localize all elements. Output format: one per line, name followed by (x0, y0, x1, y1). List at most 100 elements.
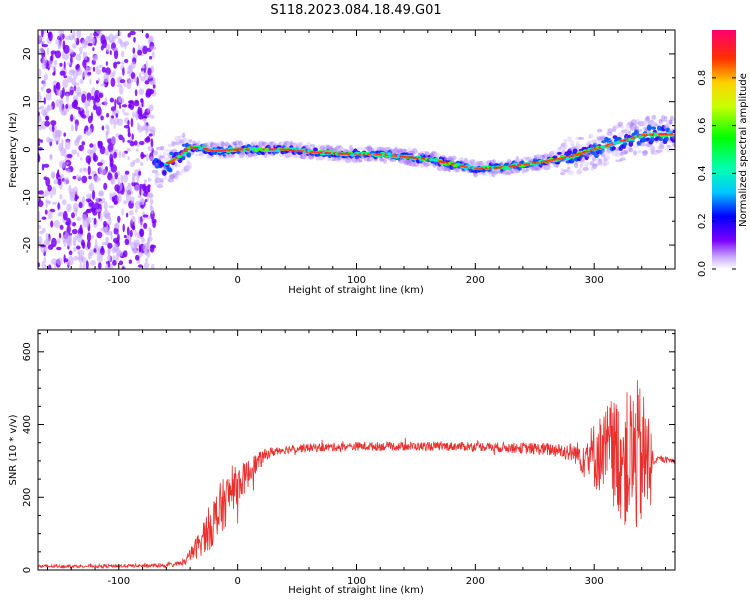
halo-blob (503, 169, 510, 173)
halo-blob (320, 145, 326, 151)
noise-blob (127, 156, 130, 161)
halo-blob (515, 170, 520, 174)
noise-blob (100, 34, 106, 45)
halo-blob (402, 158, 407, 164)
halo-blob (251, 141, 257, 145)
halo-blob (454, 166, 459, 173)
band-blob (569, 157, 575, 164)
noise-blob (140, 220, 143, 228)
noise-blob (38, 190, 44, 195)
halo-blob (396, 149, 403, 154)
x-tick-label: 200 (466, 275, 485, 286)
noise-blob (152, 220, 156, 228)
halo-blob (619, 125, 625, 129)
noise-blob (72, 43, 77, 49)
noise-blob (48, 31, 53, 42)
snr-x-axis-label: Height of straight line (km) (288, 585, 424, 596)
halo-blob (580, 157, 585, 162)
halo-blob (603, 160, 610, 166)
halo-blob (611, 150, 619, 157)
halo-blob (592, 164, 598, 170)
halo-blob (645, 115, 651, 121)
noise-blob (79, 46, 83, 53)
noise-blob (138, 88, 144, 96)
noise-blob (98, 64, 104, 68)
noise-blob (105, 212, 110, 219)
noise-blob (128, 259, 133, 264)
halo-blob (521, 169, 525, 175)
noise-blob (81, 175, 88, 184)
noise-blob (138, 244, 142, 253)
noise-blob (62, 79, 69, 88)
noise-blob (51, 201, 57, 205)
noise-blob (73, 139, 80, 146)
snr-y-ticks: 0 200 400 600 (22, 333, 675, 573)
halo-blob (613, 126, 617, 130)
noise-blob (65, 104, 69, 109)
noise-blob (135, 200, 141, 210)
halo-blob (162, 151, 167, 158)
noise-blob (78, 249, 85, 256)
x-tick-label: 200 (466, 576, 485, 587)
noise-blob (138, 113, 144, 120)
noise-blob (74, 197, 78, 202)
halo-blob (157, 180, 164, 184)
noise-blob (148, 133, 153, 137)
noise-blob (106, 43, 111, 53)
x-tick-label: 0 (234, 275, 240, 286)
noise-blob (144, 118, 147, 125)
halo-blob (505, 171, 512, 174)
halo-blob (643, 150, 649, 155)
noise-blob (133, 140, 138, 146)
noise-blob (100, 83, 106, 87)
noise-blob (93, 248, 97, 253)
noise-blob (149, 156, 154, 161)
noise-blob (56, 238, 61, 244)
noise-blob (112, 259, 117, 266)
halo-blob (570, 140, 575, 146)
noise-blob (87, 71, 92, 76)
halo-blob (578, 136, 585, 140)
noise-blob (92, 54, 98, 62)
halo-blob (526, 156, 533, 161)
halo-blob (283, 141, 290, 147)
halo-blob (432, 151, 438, 157)
halo-blob (562, 142, 568, 149)
noise-blob (73, 82, 80, 86)
noise-blob (75, 174, 80, 180)
noise-blob (114, 98, 117, 109)
noise-blob (95, 68, 102, 75)
noise-blob (59, 62, 63, 67)
halo-blob (567, 136, 573, 142)
y-tick-label: 400 (22, 415, 33, 434)
band-blob (651, 126, 656, 130)
halo-blob (548, 151, 555, 157)
halo-blob (238, 151, 245, 159)
noise-blob (95, 238, 98, 249)
band-blob (572, 148, 578, 154)
noise-blob (123, 82, 127, 87)
noise-blob (87, 43, 93, 47)
halo-blob (394, 146, 398, 152)
noise-blob (107, 242, 113, 249)
halo-blob (408, 150, 416, 154)
halo-blob (158, 180, 164, 185)
x-tick-label: 100 (347, 576, 366, 587)
noise-blob (87, 99, 91, 107)
noise-blob (142, 65, 146, 69)
halo-blob (406, 160, 413, 167)
halo-blob (238, 140, 244, 147)
noise-blob (151, 51, 155, 59)
noise-blob (135, 254, 140, 261)
halo-blob (595, 135, 602, 141)
halo-blob (232, 141, 238, 146)
colorbar-ticks: 0.0 0.2 0.4 0.6 0.8 (697, 70, 736, 277)
noise-blob (86, 208, 91, 213)
halo-blob (203, 142, 209, 147)
noise-blob (110, 177, 116, 185)
halo-blob (523, 167, 529, 174)
halo-blob (589, 161, 595, 166)
halo-blob (329, 147, 334, 151)
band-blob (649, 136, 655, 143)
noise-blob (58, 30, 64, 36)
